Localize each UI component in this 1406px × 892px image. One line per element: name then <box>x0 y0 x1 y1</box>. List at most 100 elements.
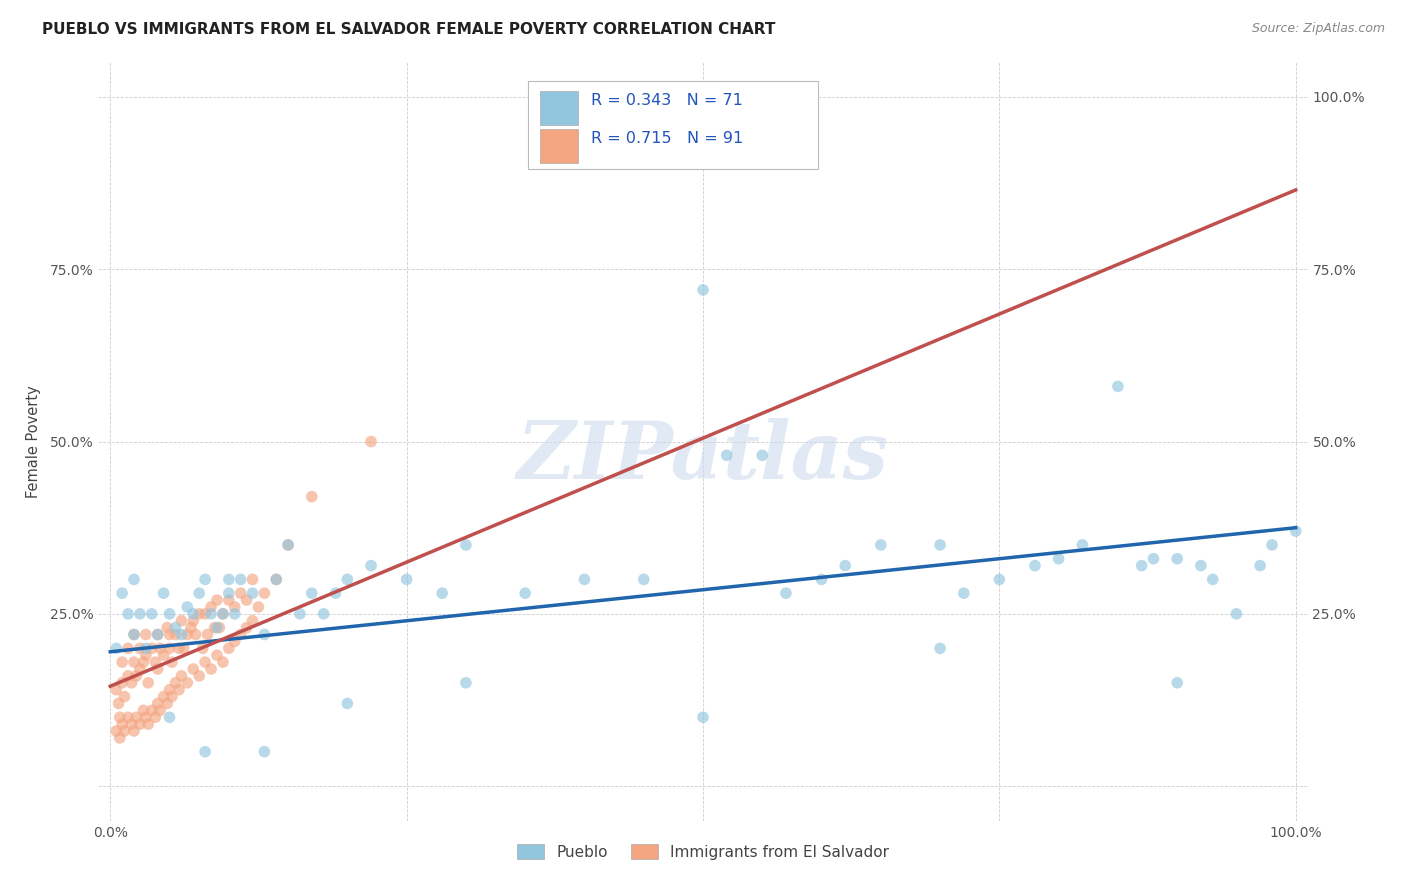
Point <box>111 675 134 690</box>
Point <box>1024 558 1046 573</box>
Point <box>141 703 163 717</box>
Point <box>205 648 228 663</box>
Point <box>181 614 204 628</box>
Point <box>108 710 131 724</box>
Point <box>264 573 287 587</box>
Point <box>188 669 211 683</box>
Point <box>146 627 169 641</box>
Point <box>194 607 217 621</box>
Point <box>218 586 240 600</box>
Point <box>312 607 335 621</box>
Point <box>117 710 139 724</box>
Point <box>692 710 714 724</box>
Point <box>146 627 169 641</box>
Point <box>751 448 773 462</box>
Point <box>105 641 128 656</box>
FancyBboxPatch shape <box>540 129 578 162</box>
Point <box>176 599 198 614</box>
Point <box>117 641 139 656</box>
Point <box>869 538 891 552</box>
FancyBboxPatch shape <box>540 91 578 125</box>
Point <box>247 599 270 614</box>
Point <box>107 697 129 711</box>
Y-axis label: Female Poverty: Female Poverty <box>27 385 41 498</box>
Point <box>574 573 596 587</box>
Point <box>336 573 359 587</box>
Point <box>135 710 157 724</box>
Point <box>136 675 159 690</box>
Point <box>121 675 143 690</box>
Point <box>205 621 228 635</box>
Point <box>135 627 157 641</box>
Point <box>188 586 211 600</box>
Point <box>212 607 235 621</box>
Point <box>170 614 193 628</box>
Point <box>114 724 136 739</box>
Point <box>181 662 204 676</box>
Point <box>235 621 257 635</box>
Point <box>149 641 172 656</box>
Point <box>191 641 214 656</box>
Point <box>165 675 187 690</box>
Point <box>633 573 655 587</box>
Point <box>173 641 195 656</box>
Point <box>218 641 240 656</box>
Point <box>108 731 131 745</box>
Point <box>152 586 174 600</box>
Point <box>167 641 190 656</box>
Point <box>129 641 152 656</box>
Point <box>143 655 166 669</box>
Point <box>129 717 152 731</box>
Point <box>301 586 323 600</box>
Point <box>1225 607 1247 621</box>
Point <box>212 607 235 621</box>
Point <box>1166 675 1188 690</box>
Point <box>165 627 187 641</box>
Point <box>253 586 276 600</box>
Point <box>988 573 1011 587</box>
Text: R = 0.715   N = 91: R = 0.715 N = 91 <box>591 131 742 145</box>
Point <box>167 682 190 697</box>
Point <box>952 586 974 600</box>
Point <box>716 448 738 462</box>
Point <box>218 593 240 607</box>
Point <box>159 641 181 656</box>
Point <box>111 586 134 600</box>
Point <box>160 690 183 704</box>
Point <box>224 607 246 621</box>
Point <box>218 573 240 587</box>
Point <box>810 573 832 587</box>
Point <box>122 627 145 641</box>
Point <box>1130 558 1153 573</box>
Point <box>194 573 217 587</box>
FancyBboxPatch shape <box>527 81 818 169</box>
Point <box>224 634 246 648</box>
Point <box>184 627 207 641</box>
Point <box>141 641 163 656</box>
Point <box>146 662 169 676</box>
Point <box>170 669 193 683</box>
Point <box>336 697 359 711</box>
Point <box>111 655 134 669</box>
Point <box>156 697 179 711</box>
Point <box>834 558 856 573</box>
Point <box>105 682 128 697</box>
Point <box>253 627 276 641</box>
Point <box>212 655 235 669</box>
Point <box>929 641 952 656</box>
Point <box>135 648 157 663</box>
Point <box>1202 573 1225 587</box>
Point <box>775 586 797 600</box>
Point <box>159 607 181 621</box>
Point <box>132 655 155 669</box>
Point <box>122 627 145 641</box>
Point <box>105 724 128 739</box>
Point <box>1166 551 1188 566</box>
Point <box>200 607 222 621</box>
Point <box>204 621 226 635</box>
Point <box>229 586 252 600</box>
Legend: Pueblo, Immigrants from El Salvador: Pueblo, Immigrants from El Salvador <box>510 838 896 866</box>
Point <box>122 573 145 587</box>
Point <box>114 690 136 704</box>
Point <box>395 573 418 587</box>
